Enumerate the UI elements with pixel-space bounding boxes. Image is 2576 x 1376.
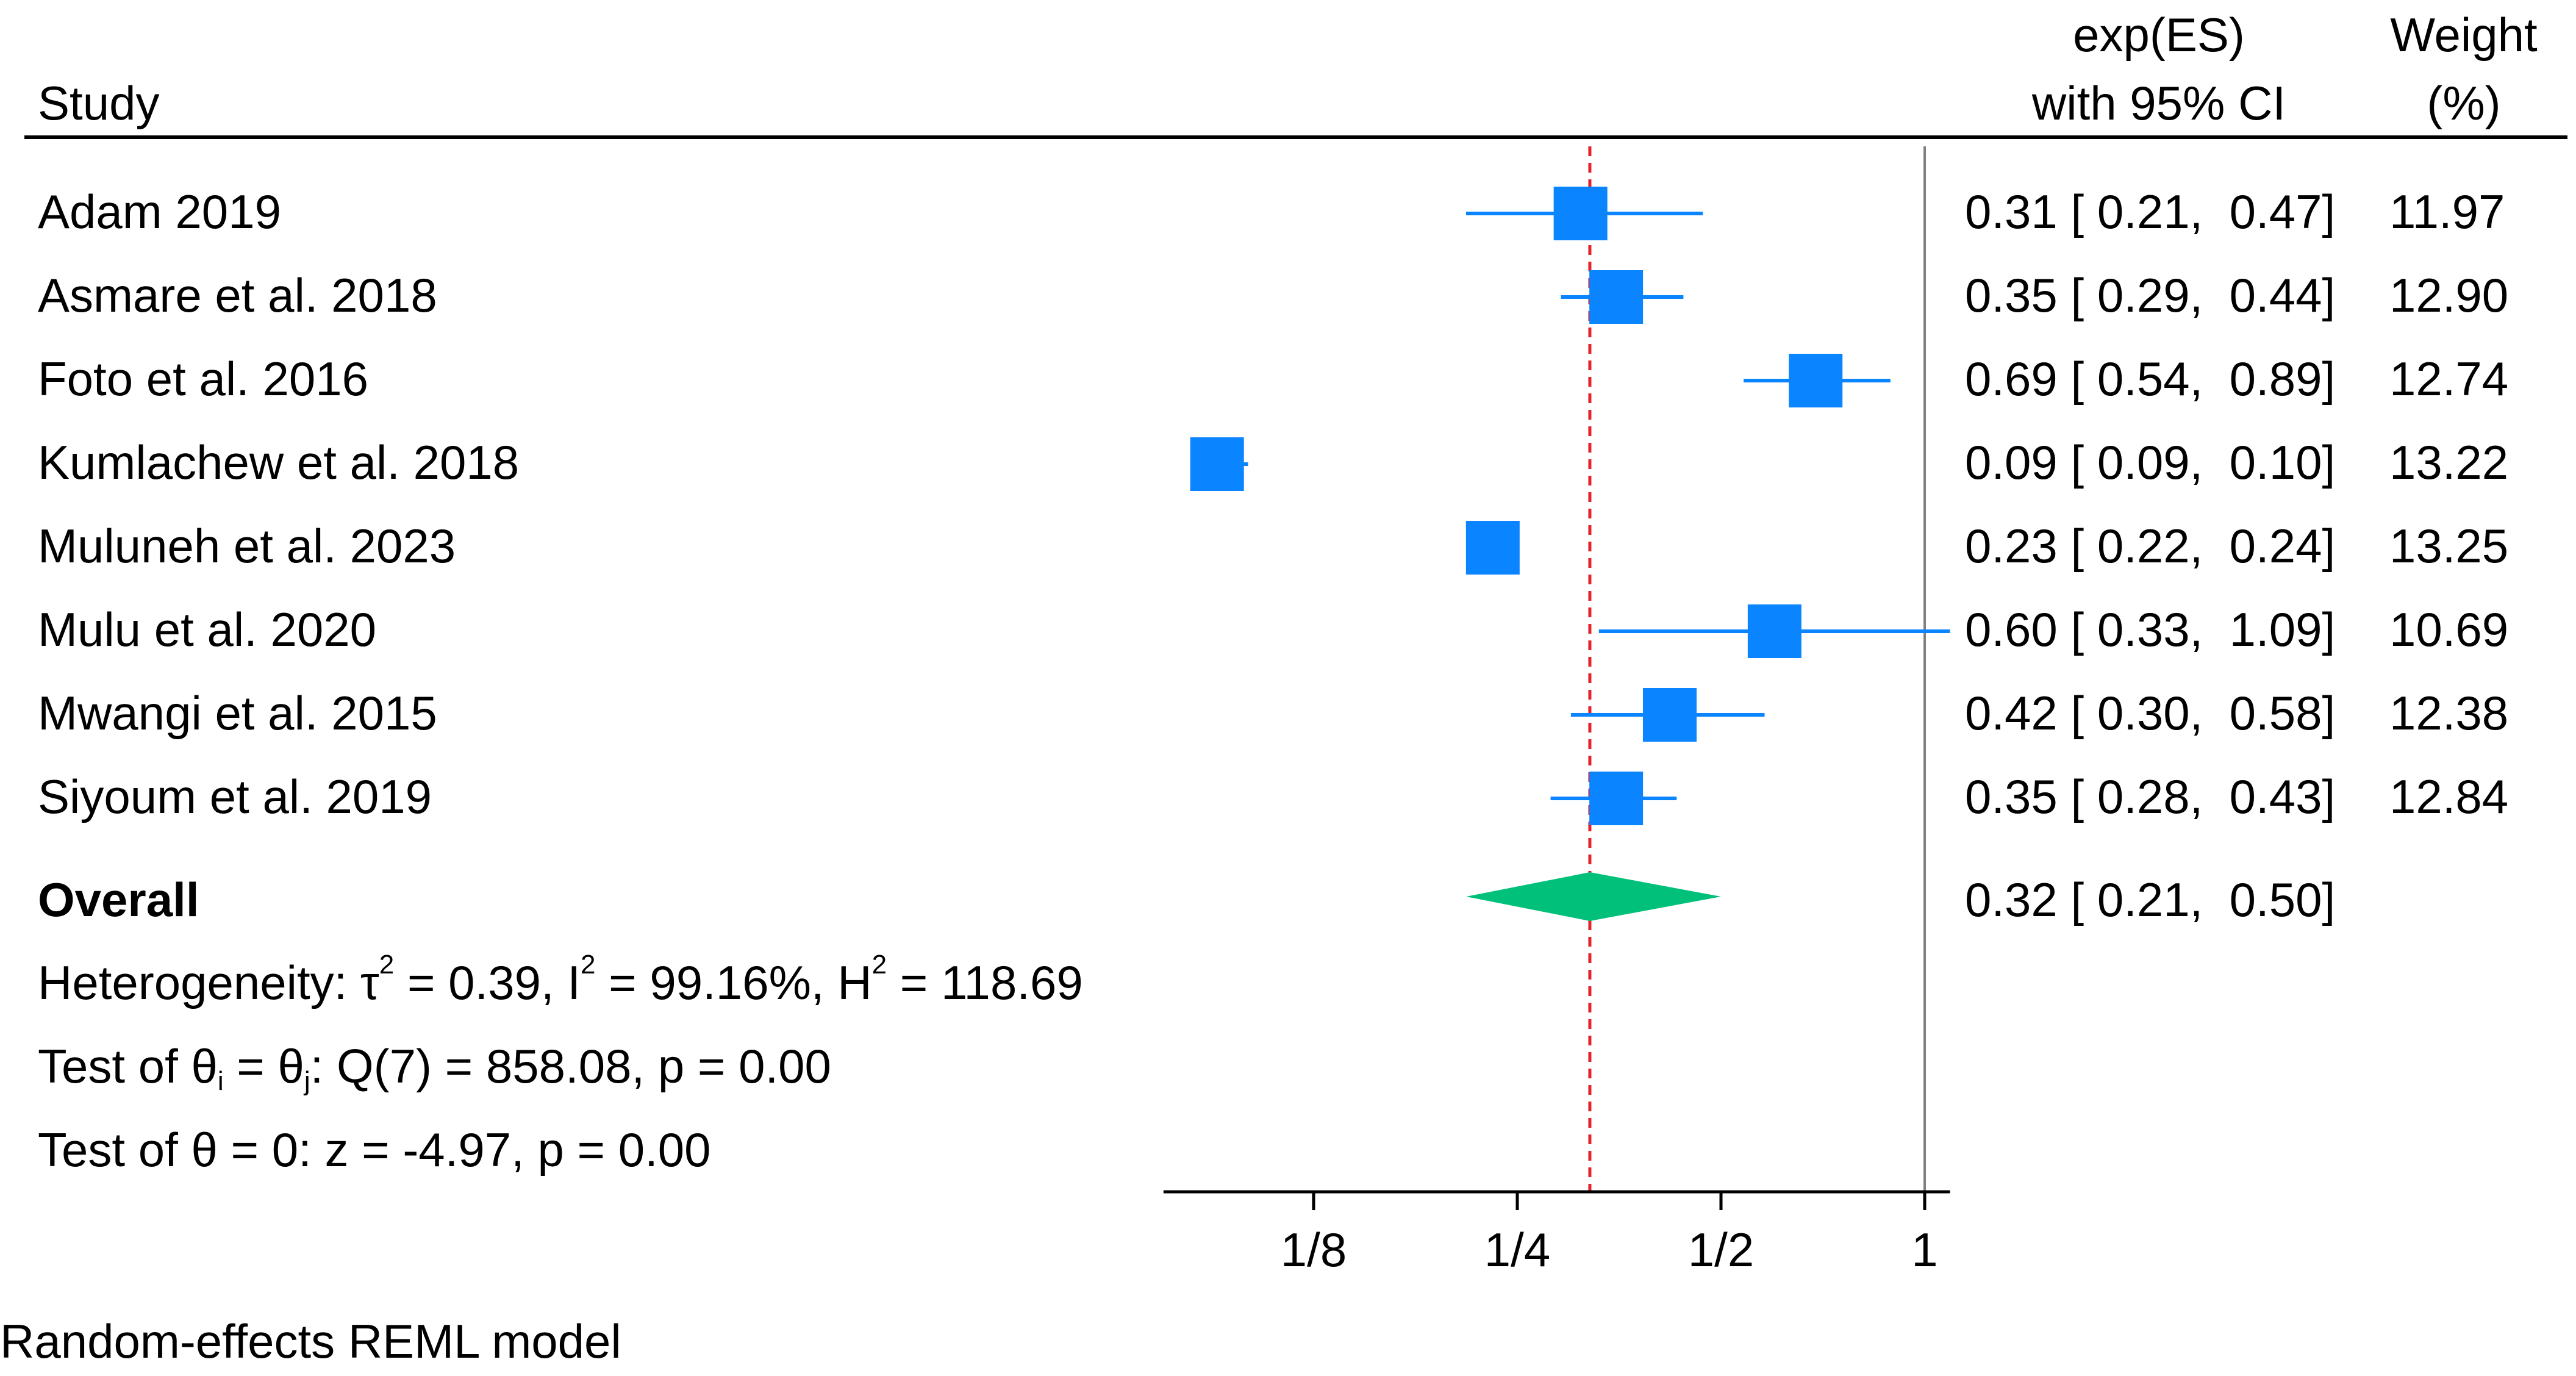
x-tick-label-1-4: 1/4 (1484, 1223, 1551, 1277)
effect-square-6 (1642, 688, 1697, 742)
effect-square-4 (1465, 521, 1520, 575)
effect-square-3 (1190, 437, 1244, 491)
weight-text-4: 13.25 (2389, 519, 2509, 573)
study-name-2: Foto et al. 2016 (38, 352, 369, 406)
test-equal-stats: Test of θi = θj: Q(7) = 858.08, p = 0.00 (38, 1039, 831, 1096)
model-footnote: Random-effects REML model (0, 1314, 621, 1368)
ci-text-2: 0.69 [ 0.54, 0.89] (1965, 352, 2336, 406)
study-name-1: Asmare et al. 2018 (38, 268, 437, 322)
x-tick-label-1-2: 1/2 (1687, 1223, 1755, 1277)
ci-text-1: 0.35 [ 0.29, 0.44] (1965, 268, 2336, 322)
x-tick-label-1-8: 1/8 (1280, 1223, 1347, 1277)
effect-square-0 (1553, 187, 1608, 240)
weight-text-6: 12.38 (2389, 686, 2509, 740)
effect-square-1 (1589, 270, 1644, 324)
test-zero-stats: Test of θ = 0: z = -4.97, p = 0.00 (38, 1123, 711, 1177)
study-name-0: Adam 2019 (38, 185, 281, 238)
ci-text-5: 0.60 [ 0.33, 1.09] (1965, 603, 2336, 656)
es-column-header-line2: with 95% CI (2031, 76, 2286, 130)
study-name-4: Muluneh et al. 2023 (38, 519, 456, 573)
weight-column-header-line2: (%) (2427, 76, 2501, 130)
weight-text-7: 12.84 (2389, 770, 2509, 823)
ci-text-6: 0.42 [ 0.30, 0.58] (1965, 686, 2336, 740)
weight-text-3: 13.22 (2389, 435, 2509, 489)
overall-label: Overall (38, 873, 199, 926)
ci-text-4: 0.23 [ 0.22, 0.24] (1965, 519, 2336, 573)
ci-text-7: 0.35 [ 0.28, 0.43] (1965, 770, 2336, 823)
ci-text-3: 0.09 [ 0.09, 0.10] (1965, 435, 2336, 489)
weight-column-header-line1: Weight (2390, 8, 2538, 62)
study-name-7: Siyoum et al. 2019 (38, 770, 432, 823)
overall-diamond (1465, 872, 1721, 921)
ci-text-0: 0.31 [ 0.21, 0.47] (1965, 185, 2336, 238)
es-column-header-line1: exp(ES) (2073, 8, 2245, 62)
x-tick-label-1: 1 (1911, 1223, 1938, 1277)
heterogeneity-stats: Heterogeneity: τ2 = 0.39, I2 = 99.16%, H… (38, 950, 1083, 1009)
effect-square-2 (1789, 354, 1843, 407)
effect-square-5 (1747, 604, 1801, 658)
weight-text-2: 12.74 (2389, 352, 2509, 406)
study-name-6: Mwangi et al. 2015 (38, 686, 437, 740)
overall-ci-text: 0.32 [ 0.21, 0.50] (1965, 873, 2336, 926)
study-name-3: Kumlachew et al. 2018 (38, 435, 520, 489)
weight-text-0: 11.97 (2389, 185, 2505, 238)
study-name-5: Mulu et al. 2020 (38, 603, 377, 656)
study-column-header: Study (38, 76, 160, 130)
weight-text-1: 12.90 (2389, 268, 2509, 322)
effect-square-7 (1589, 772, 1644, 825)
weight-text-5: 10.69 (2389, 603, 2509, 656)
